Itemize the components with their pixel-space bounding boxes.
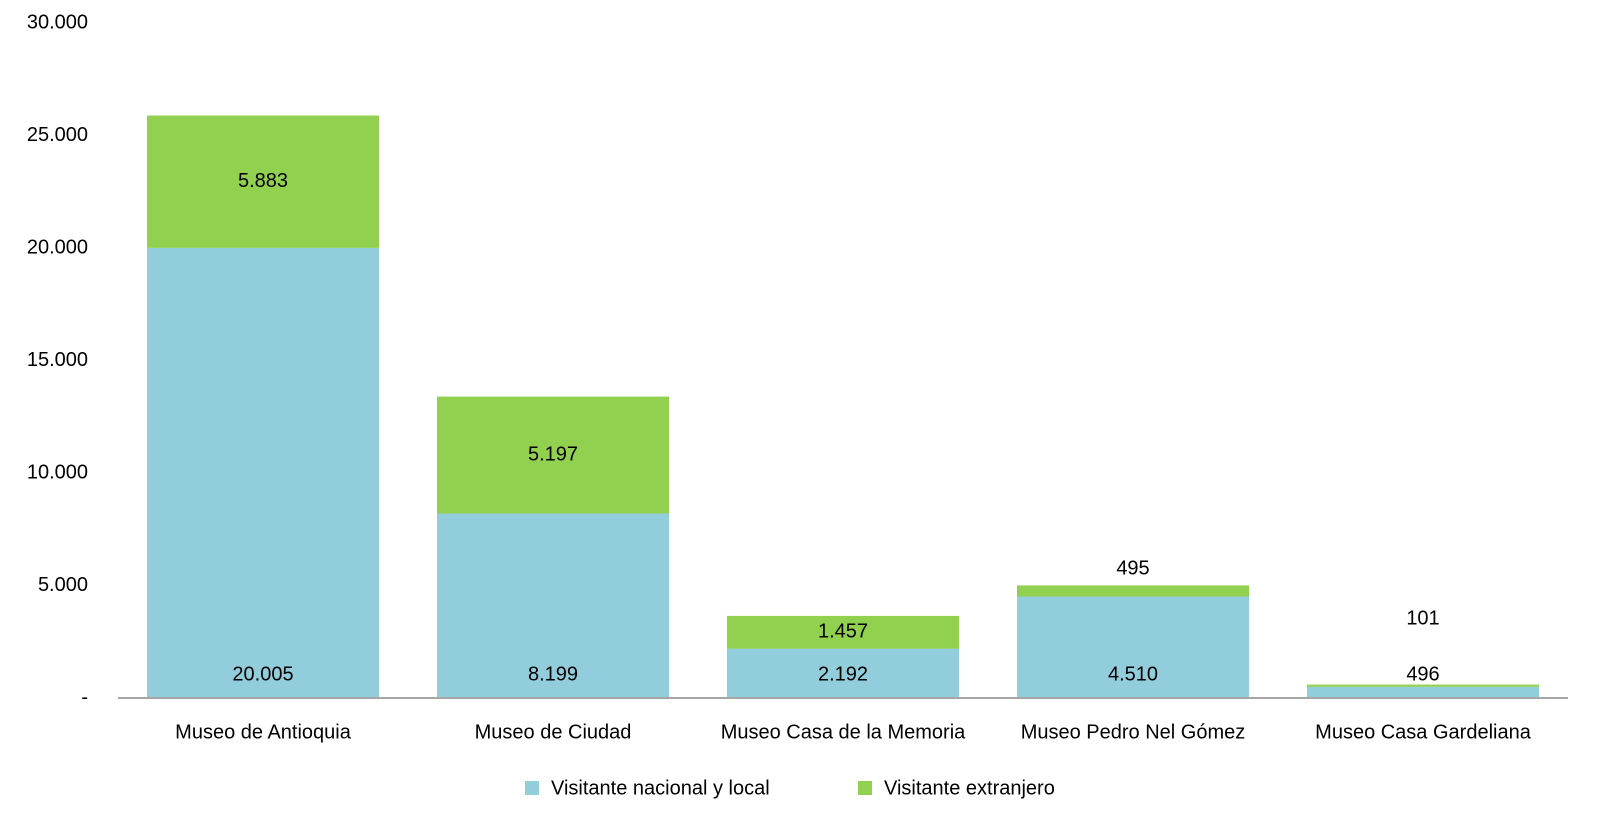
y-tick-label: 15.000 xyxy=(27,349,88,371)
y-tick-label: 20.000 xyxy=(27,236,88,258)
data-label: 4.510 xyxy=(1108,663,1158,685)
x-tick-label: Museo de Ciudad xyxy=(475,721,632,743)
bar-segment xyxy=(1307,686,1539,698)
data-label: 496 xyxy=(1406,663,1439,685)
x-tick-label: Museo Pedro Nel Gómez xyxy=(1021,721,1246,743)
y-tick-label: - xyxy=(81,686,88,708)
bar-segment xyxy=(147,115,379,248)
x-tick-label: Museo de Antioquia xyxy=(175,721,352,743)
bar-segment xyxy=(147,247,379,698)
data-label: 495 xyxy=(1116,558,1149,580)
legend-label: Visitante nacional y local xyxy=(551,777,770,799)
bar-segment xyxy=(727,615,959,649)
bar-segment xyxy=(1017,596,1249,698)
legend-label: Visitante extranjero xyxy=(884,777,1055,799)
bar-segment xyxy=(727,648,959,698)
data-label: 1.457 xyxy=(818,621,868,643)
legend-swatch xyxy=(858,781,872,795)
y-tick-label: 10.000 xyxy=(27,461,88,483)
bar-segment xyxy=(437,396,669,514)
x-tick-label: Museo Casa Gardeliana xyxy=(1315,721,1532,743)
data-label: 2.192 xyxy=(818,663,868,685)
bar-segment xyxy=(1017,585,1249,597)
y-tick-label: 25.000 xyxy=(27,124,88,146)
data-label: 20.005 xyxy=(232,663,293,685)
data-label: 5.197 xyxy=(528,443,578,465)
y-tick-label: 5.000 xyxy=(38,574,88,596)
data-label: 5.883 xyxy=(238,170,288,192)
bar-segment xyxy=(1307,684,1539,687)
x-tick-label: Museo Casa de la Memoria xyxy=(721,721,966,743)
y-tick-label: 30.000 xyxy=(27,11,88,33)
data-label: 8.199 xyxy=(528,663,578,685)
bar-segment xyxy=(437,513,669,698)
legend-swatch xyxy=(525,781,539,795)
data-label: 101 xyxy=(1406,607,1439,629)
